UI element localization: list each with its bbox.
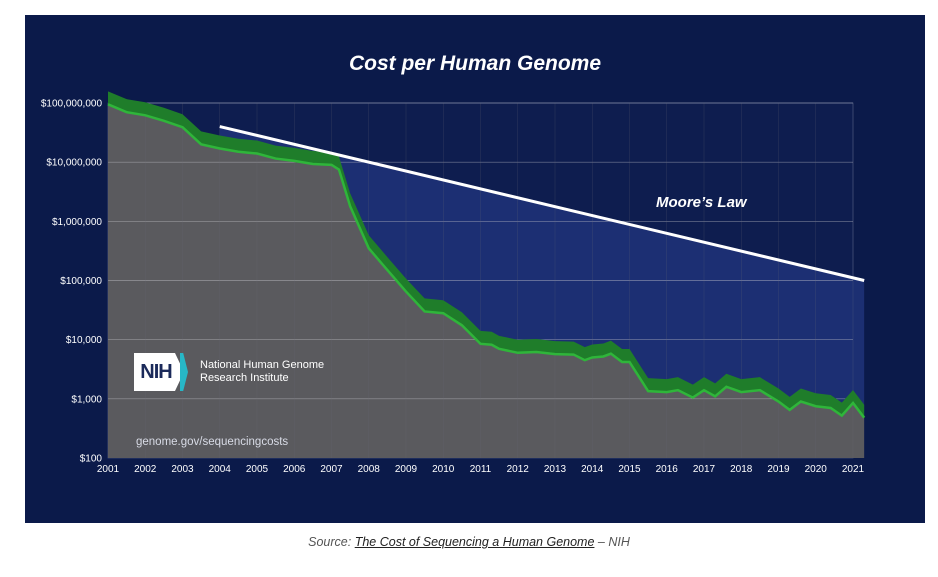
cost-band	[108, 91, 865, 418]
nih-logo-line2: Research Institute	[200, 372, 289, 384]
x-tick-label-2012: 2012	[507, 464, 530, 475]
x-tick-label-2019: 2019	[767, 464, 790, 475]
y-tick-label-5: $1,000	[71, 394, 102, 405]
nih-logo-mark: NIH	[134, 353, 184, 391]
x-tick-label-2018: 2018	[730, 464, 753, 475]
x-tick-label-2017: 2017	[693, 464, 716, 475]
cost-area	[108, 104, 865, 458]
nih-chevron-icon	[180, 353, 188, 391]
x-tick-label-2004: 2004	[209, 464, 232, 475]
x-tick-label-2021: 2021	[842, 464, 865, 475]
x-tick-label-2013: 2013	[544, 464, 567, 475]
x-tick-label-2016: 2016	[656, 464, 679, 475]
y-tick-label-0: $100,000,000	[41, 99, 103, 110]
x-tick-label-2014: 2014	[581, 464, 604, 475]
moores-law-line	[219, 125, 865, 282]
x-tick-label-2007: 2007	[320, 464, 343, 475]
nih-logo: NIH National Human Genome Research Insti…	[134, 353, 330, 391]
source-url: genome.gov/sequencingcosts	[136, 436, 289, 448]
y-tick-label-4: $10,000	[66, 335, 103, 346]
x-tick-label-2003: 2003	[171, 464, 194, 475]
x-tick-label-2011: 2011	[470, 464, 492, 475]
chart-title: Cost per Human Genome	[348, 52, 602, 75]
x-tick-label-2015: 2015	[618, 464, 641, 475]
y-tick-label-1: $10,000,000	[46, 158, 102, 169]
x-tick-label-2020: 2020	[805, 464, 828, 475]
x-tick-label-2006: 2006	[283, 464, 306, 475]
source-suffix: – NIH	[597, 535, 630, 549]
x-tick-label-2001: 2001	[97, 464, 120, 475]
y-tick-label-3: $100,000	[60, 276, 102, 287]
y-tick-label-2: $1,000,000	[52, 217, 102, 228]
cost-line	[107, 103, 866, 419]
nih-logo-text: National Human Genome Research Institute	[200, 359, 330, 385]
x-tick-label-2002: 2002	[134, 464, 157, 475]
source-prefix: Source:	[308, 535, 352, 549]
x-tick-label-2010: 2010	[432, 464, 455, 475]
gap-region	[219, 126, 865, 418]
moores-law-label: Moore’s Law	[656, 194, 747, 211]
nih-logo-line1: National Human Genome	[200, 359, 325, 371]
y-tick-label-6: $100	[80, 454, 103, 465]
source-caption: Source: The Cost of Sequencing a Human G…	[0, 535, 938, 549]
source-link[interactable]: The Cost of Sequencing a Human Genome	[354, 535, 595, 549]
x-tick-label-2009: 2009	[395, 464, 418, 475]
x-tick-label-2005: 2005	[246, 464, 269, 475]
x-tick-label-2008: 2008	[358, 464, 381, 475]
